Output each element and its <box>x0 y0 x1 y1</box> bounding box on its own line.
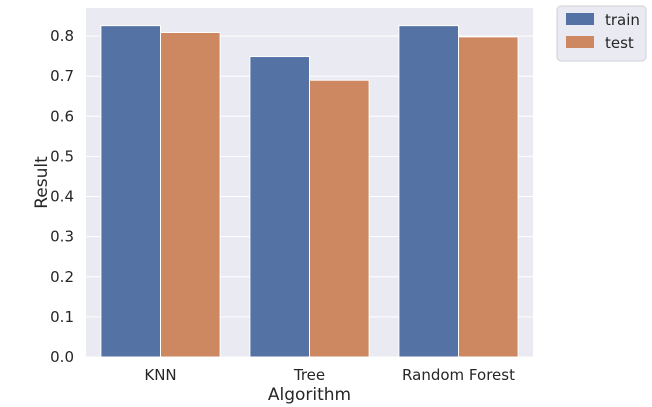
bar-test-knn <box>160 31 221 358</box>
bar-train-random-forest <box>398 25 459 358</box>
bar-train-tree <box>249 56 310 358</box>
y-tick-label: 0.3 <box>50 228 74 246</box>
y-tick-label: 0.6 <box>50 107 74 125</box>
y-tick-label: 0.7 <box>50 67 74 85</box>
legend-swatch-train <box>566 13 594 25</box>
y-tick-label: 0.0 <box>50 348 74 366</box>
legend-swatch-test <box>566 36 594 48</box>
y-axis-ticks: 0.0 0.1 0.2 0.3 0.4 0.5 0.6 0.7 0.8 <box>50 27 74 366</box>
x-axis-label: Algorithm <box>268 385 351 405</box>
bar-test-tree <box>309 79 370 358</box>
legend-label-train: train <box>605 11 640 29</box>
y-tick-label: 0.2 <box>50 268 74 286</box>
x-tick-label: Random Forest <box>402 366 515 384</box>
bars <box>100 25 519 358</box>
y-axis-label: Result <box>32 156 52 209</box>
x-axis-ticks: KNN Tree Random Forest <box>144 366 515 384</box>
x-tick-label: Tree <box>293 366 325 384</box>
legend-label-test: test <box>605 34 634 52</box>
y-tick-label: 0.1 <box>50 308 74 326</box>
y-tick-label: 0.5 <box>50 147 74 165</box>
x-tick-label: KNN <box>144 366 176 384</box>
bar-test-random-forest <box>458 36 519 358</box>
y-tick-label: 0.8 <box>50 27 74 45</box>
bar-train-knn <box>100 25 161 358</box>
y-tick-label: 0.4 <box>50 188 74 206</box>
legend: train test <box>556 5 647 62</box>
